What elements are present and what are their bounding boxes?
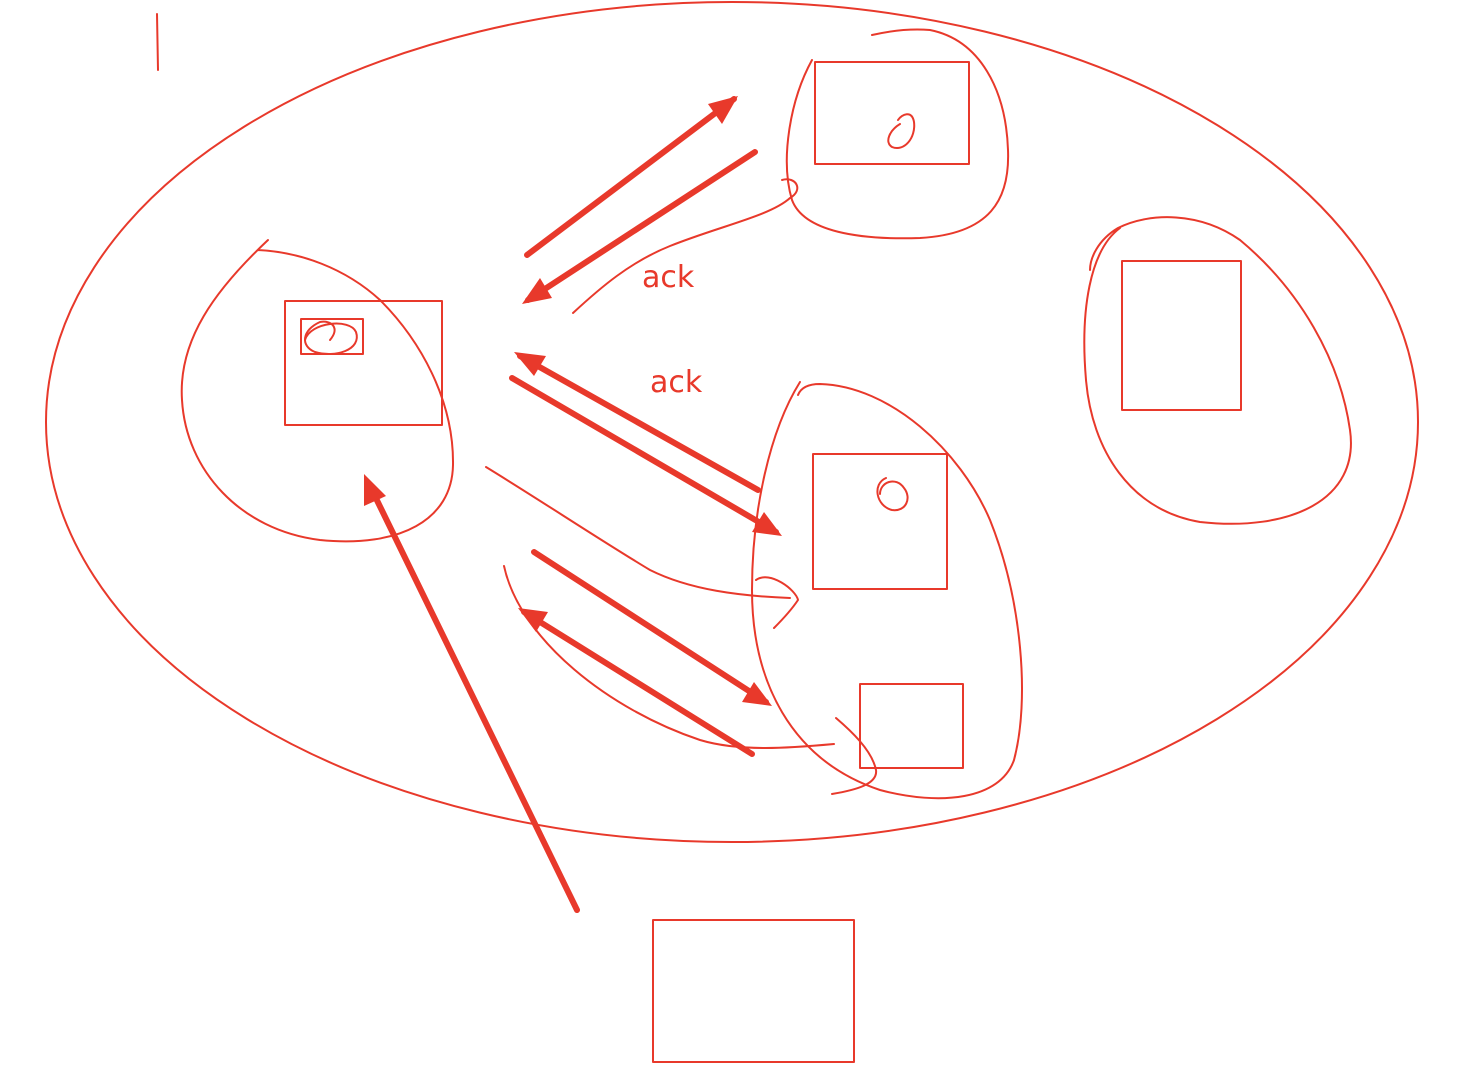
leader-node-box [284,300,443,426]
client-box [652,919,855,1063]
cluster-ellipse [45,1,1419,843]
ack-label-upper: ack [642,260,695,295]
follower-bottom-node-group [751,381,1023,800]
right-node-box [1121,260,1242,411]
follower-bottom-outline [751,381,1023,800]
arrow-to-follower-bottom-head [752,512,782,536]
follower-top-tail [572,178,799,314]
arrow-client-to-leader [367,483,580,913]
right-node-outline [1083,216,1352,525]
guide-curve-lower [503,565,835,749]
ack-label-lower: ack [650,365,703,400]
arrow-pair-top [522,96,758,304]
follower-bottom-zero [876,477,909,512]
guide-curve-upper [485,466,791,599]
arrow-ack-from-follower-bottom [517,353,761,493]
arrow-ack-from-follower-bottom-head [514,352,546,376]
follower-top-outline [785,28,1010,240]
arrow-ack-from-follower-top [525,149,758,303]
corner-tick-mark [156,13,159,71]
arrow-from-small-box-head [518,608,548,632]
arrow-to-follower-top-head [708,96,738,124]
arrow-to-follower-bottom [509,375,779,535]
arrow-to-small-box-head [742,682,772,706]
follower-bottom-hook [831,717,878,795]
arrow-ack-from-follower-top-head [522,278,552,304]
right-node-group [1083,216,1352,525]
leader-inner-scribble [304,320,358,355]
arrow-pair-bottom [518,549,772,757]
follower-top-box [814,61,970,165]
follower-bottom-small-box [859,683,964,769]
leader-node-outline [180,239,455,543]
leader-node-group [180,239,455,543]
follower-top-node-group [572,28,1010,314]
arrow-pair-middle [509,352,782,536]
arrow-client-to-leader-head [364,474,386,506]
arrow-to-small-box [531,549,769,705]
arrow-from-small-box [521,609,755,757]
arrow-to-follower-top [524,96,737,258]
follower-bottom-box [812,453,948,590]
follower-top-zero [887,113,916,150]
follower-bottom-notch [755,576,799,629]
